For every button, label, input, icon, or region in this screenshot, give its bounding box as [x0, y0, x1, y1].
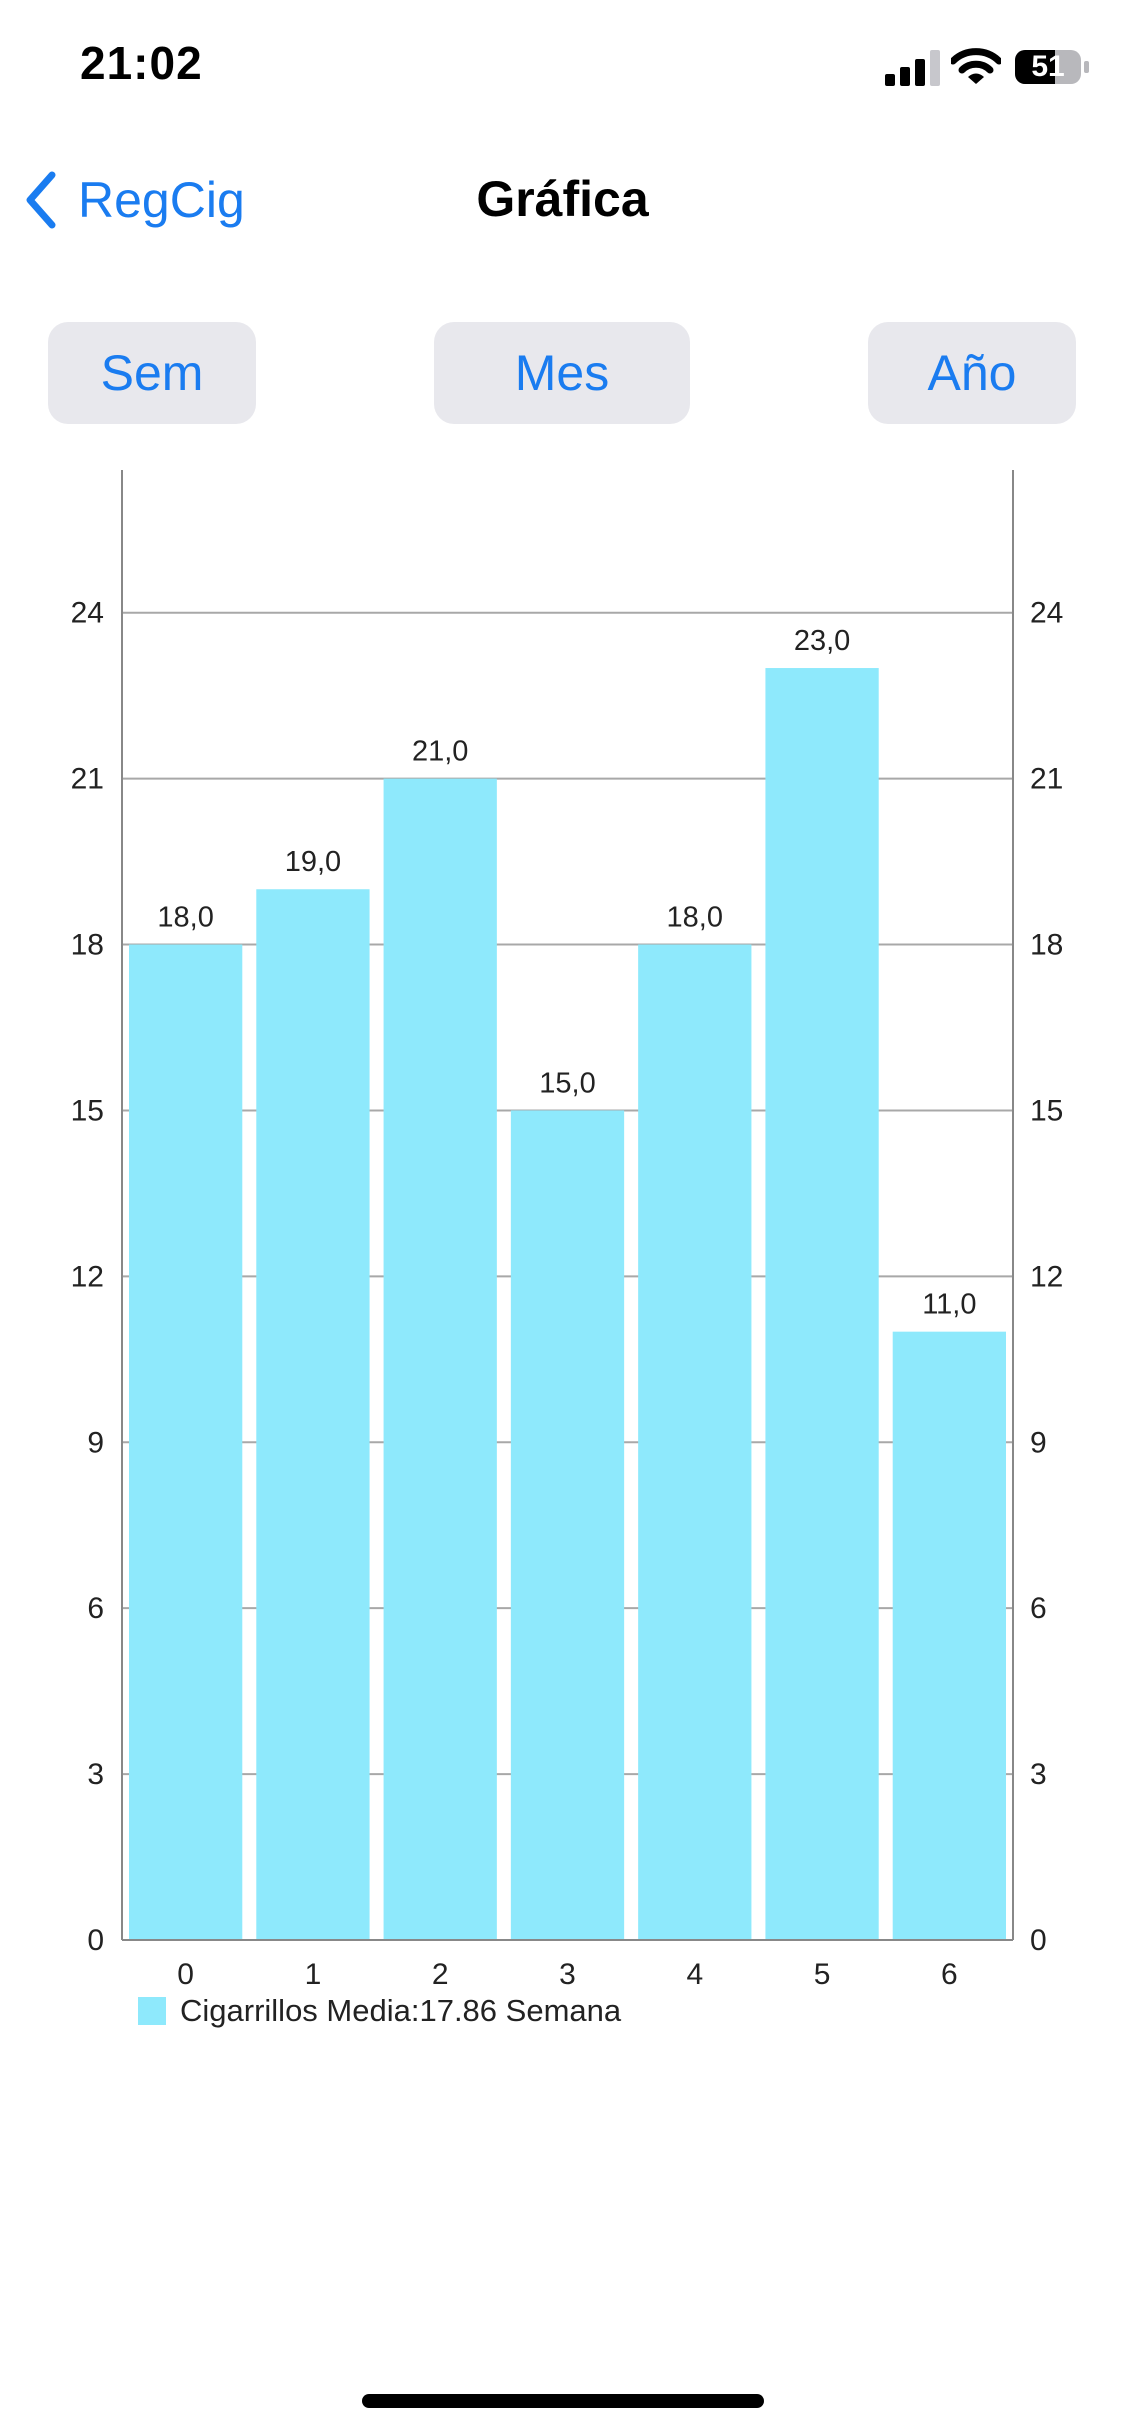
y-tick-label-right: 0	[1030, 1924, 1047, 1957]
bar-value-label: 11,0	[922, 1289, 976, 1321]
x-tick-label: 2	[432, 1958, 449, 1991]
status-bar: 21:02 51	[0, 0, 1125, 140]
year-button[interactable]: Año	[868, 322, 1076, 424]
battery-icon	[1015, 50, 1089, 84]
legend-label: Cigarrillos Media:17.86 Semana	[180, 1993, 622, 2028]
x-tick-label: 3	[559, 1958, 576, 1991]
y-tick-label-left: 18	[71, 929, 104, 962]
bar	[129, 944, 243, 1940]
bar-chart: 0 0 3 3 6 6 9 9 12 12 15 15 18 18 21 21 24 24 18,0 0 19,0 1 21…	[0, 470, 1125, 2090]
y-tick-label-right: 21	[1030, 763, 1063, 796]
y-tick-label-right: 12	[1030, 1260, 1063, 1293]
page-title: Gráfica	[476, 171, 649, 227]
y-tick-label-right: 15	[1030, 1094, 1063, 1127]
bar-value-label: 19,0	[285, 846, 341, 878]
bar-value-label: 23,0	[794, 625, 850, 657]
x-tick-label: 5	[814, 1958, 831, 1991]
x-tick-label: 4	[686, 1958, 703, 1991]
signal-icon	[885, 50, 940, 86]
y-tick-label-left: 3	[87, 1758, 104, 1791]
y-tick-label-left: 15	[71, 1094, 104, 1127]
battery-level: 51	[1031, 50, 1065, 83]
x-tick-label: 6	[941, 1958, 958, 1991]
bar	[892, 1331, 1006, 1940]
y-tick-label-right: 18	[1030, 929, 1063, 962]
y-tick-label-right: 3	[1030, 1758, 1047, 1791]
chevron-left-icon	[26, 171, 56, 229]
y-tick-label-left: 6	[87, 1592, 104, 1625]
status-time: 21:02	[80, 37, 203, 89]
y-tick-label-right: 6	[1030, 1592, 1047, 1625]
week-button[interactable]: Sem	[48, 322, 256, 424]
y-tick-label-left: 9	[87, 1426, 104, 1459]
nav-bar: RegCig Gráfica	[0, 140, 1125, 260]
bar-value-label: 21,0	[412, 736, 468, 768]
y-tick-label-left: 24	[71, 597, 104, 630]
bar	[510, 1110, 625, 1940]
y-tick-label-right: 9	[1030, 1426, 1047, 1459]
y-tick-label-left: 21	[71, 763, 104, 796]
home-indicator[interactable]	[362, 2394, 764, 2408]
bar	[383, 778, 497, 1940]
bar-value-label: 15,0	[539, 1067, 595, 1099]
back-button[interactable]: RegCig	[24, 162, 245, 238]
y-tick-label-right: 24	[1030, 597, 1063, 630]
wifi-icon	[951, 48, 1001, 84]
y-tick-label-left: 12	[71, 1260, 104, 1293]
back-label: RegCig	[78, 172, 245, 228]
bar	[256, 889, 370, 1940]
bar	[765, 668, 879, 1940]
y-tick-label-left: 0	[87, 1924, 104, 1957]
x-tick-label: 1	[305, 1958, 322, 1991]
legend-swatch	[138, 1997, 166, 2025]
bar-value-label: 18,0	[667, 902, 723, 934]
bar-value-label: 18,0	[157, 902, 213, 934]
bar	[638, 944, 752, 1940]
month-button[interactable]: Mes	[434, 322, 690, 424]
x-tick-label: 0	[177, 1958, 194, 1991]
